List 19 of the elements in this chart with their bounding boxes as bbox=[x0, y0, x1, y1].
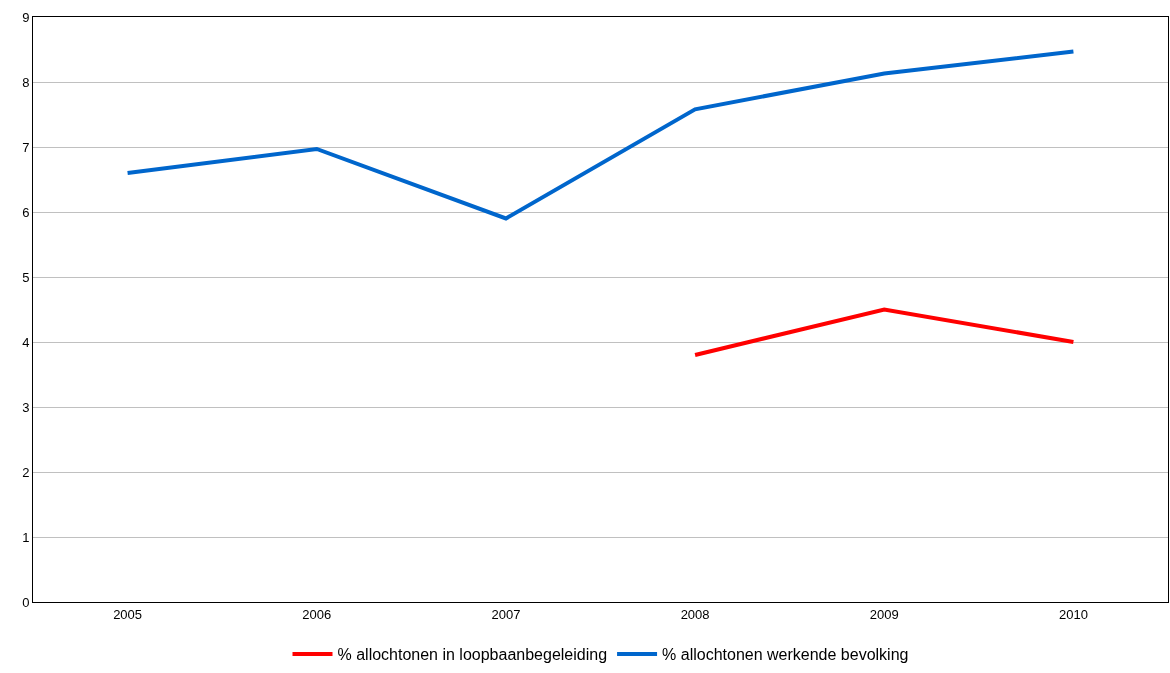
x-tick-label: 2006 bbox=[302, 606, 332, 622]
y-tick-label: 4 bbox=[22, 334, 30, 350]
legend-label: % allochtonen werkende bevolking bbox=[662, 646, 909, 664]
y-tick-label: 0 bbox=[22, 594, 30, 610]
y-tick-label: 7 bbox=[22, 139, 30, 155]
x-tick-label: 2009 bbox=[869, 606, 899, 622]
y-tick-label: 2 bbox=[22, 464, 30, 480]
x-tick-label: 2008 bbox=[680, 606, 710, 622]
x-tick-label: 2007 bbox=[491, 606, 521, 622]
line-series bbox=[125, 49, 1076, 221]
y-tick-label: 1 bbox=[22, 529, 30, 545]
y-tick-label: 3 bbox=[22, 399, 30, 415]
x-tick-label: 2005 bbox=[113, 606, 143, 622]
legend-label: % allochtonen in loopbaanbegeleiding bbox=[337, 646, 608, 664]
y-tick-label: 5 bbox=[22, 269, 30, 285]
y-tick-label: 6 bbox=[22, 204, 30, 220]
y-tick-label: 8 bbox=[22, 74, 30, 90]
y-tick-label: 9 bbox=[22, 9, 30, 25]
x-tick-label: 2010 bbox=[1058, 606, 1088, 622]
